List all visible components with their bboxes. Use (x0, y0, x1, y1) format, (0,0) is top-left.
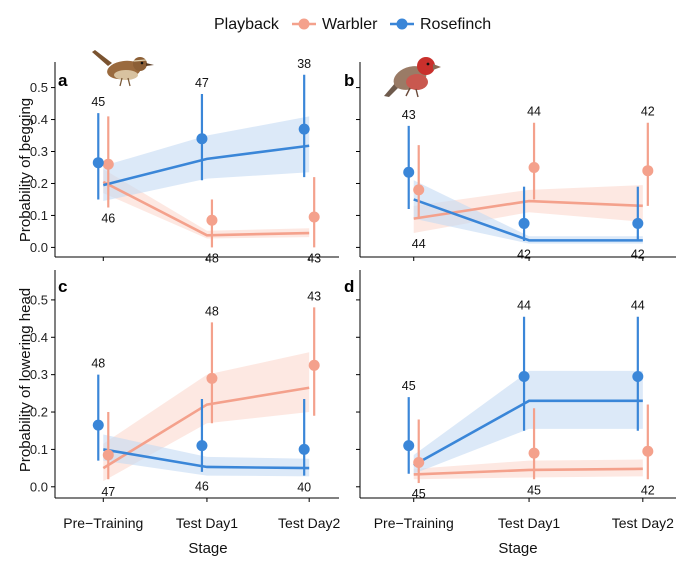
data-point-warbler (102, 449, 114, 461)
x-tick-label: Test Day1 (176, 515, 238, 531)
sample-size-label-warbler: 46 (101, 211, 115, 225)
x-tick-label: Pre−Training (63, 515, 143, 531)
confidence-band-rosefinch (413, 370, 643, 474)
data-point-warbler (642, 445, 654, 457)
x-tick-label: Test Day1 (498, 515, 560, 531)
y-axis-title-top: Probability of begging (17, 98, 34, 242)
panel-label-a: a (58, 71, 68, 90)
sample-size-label-warbler: 45 (412, 487, 426, 501)
sample-size-label-rosefinch: 45 (402, 379, 416, 393)
panel-label-b: b (344, 71, 354, 90)
data-point-rosefinch (403, 440, 415, 452)
sample-size-label-warbler: 44 (527, 105, 541, 119)
y-tick-label: 0.0 (30, 479, 48, 494)
legend-rosefinch-label: Rosefinch (420, 16, 491, 33)
panel-b: b 44 44 42 43 42 42 (344, 62, 676, 262)
warbler-illustration (92, 50, 154, 87)
y-tick-label: 0.5 (30, 292, 48, 307)
legend-title: Playback (214, 16, 280, 33)
y-tick-label: 0.0 (30, 240, 48, 255)
sample-size-label-rosefinch: 44 (517, 299, 531, 313)
sample-size-label-rosefinch: 42 (517, 248, 531, 262)
data-point-rosefinch (92, 157, 104, 169)
confidence-band-rosefinch (413, 180, 643, 244)
rosefinch-illustration (384, 57, 441, 98)
data-point-warbler (413, 456, 425, 468)
data-point-rosefinch (196, 440, 208, 452)
data-point-warbler (102, 158, 114, 170)
sample-size-label-rosefinch: 40 (297, 480, 311, 494)
sample-size-label-warbler: 45 (527, 483, 541, 497)
sample-size-label-rosefinch: 47 (195, 76, 209, 90)
y-tick-label: 0.4 (30, 112, 48, 127)
data-point-warbler (642, 165, 654, 177)
sample-size-label-warbler: 43 (307, 289, 321, 303)
x-tick-label: Test Day2 (278, 515, 340, 531)
confidence-band-rosefinch (103, 434, 310, 477)
y-tick-label: 0.2 (30, 176, 48, 191)
panel-label-d: d (344, 277, 354, 296)
data-point-rosefinch (92, 419, 104, 431)
data-point-warbler (308, 359, 320, 371)
x-axis-title-right: Stage (498, 540, 537, 557)
sample-size-label-warbler: 48 (205, 251, 219, 265)
legend-warbler-marker (298, 18, 310, 30)
fit-line-rosefinch (103, 448, 310, 470)
data-point-rosefinch (196, 133, 208, 145)
data-point-warbler (413, 184, 425, 196)
data-point-rosefinch (298, 443, 310, 455)
fit-line-warbler (102, 180, 310, 237)
y-axis-title-bottom: Probability of lowering head (17, 288, 34, 472)
data-point-rosefinch (632, 217, 644, 229)
data-point-rosefinch (298, 123, 310, 135)
data-point-warbler (528, 447, 540, 459)
data-point-warbler (528, 161, 540, 173)
data-point-warbler (206, 214, 218, 226)
data-point-rosefinch (518, 217, 530, 229)
data-point-rosefinch (518, 371, 530, 383)
sample-size-label-rosefinch: 43 (402, 108, 416, 122)
y-tick-label: 0.4 (30, 330, 48, 345)
panel-d: d Pre−Training Test Day1 Test Day2 45 45 42 45 4… (344, 270, 676, 531)
panel-label-c: c (58, 277, 67, 296)
data-point-rosefinch (632, 371, 644, 383)
sample-size-label-warbler: 48 (205, 304, 219, 318)
legend-warbler-label: Warbler (322, 16, 378, 33)
panel-c: c 0.0 0.1 0.2 0.3 0.4 0.5 Pre−Training Test Day1… (30, 270, 341, 531)
data-point-warbler (206, 372, 218, 384)
y-tick-label: 0.3 (30, 144, 48, 159)
sample-size-label-warbler: 47 (101, 485, 115, 499)
sample-size-label-warbler: 44 (412, 237, 426, 251)
sample-size-label-warbler: 43 (307, 251, 321, 265)
sample-size-label-rosefinch: 42 (631, 248, 645, 262)
y-tick-label: 0.1 (30, 208, 48, 223)
sample-size-label-rosefinch: 48 (91, 357, 105, 371)
x-tick-label: Test Day2 (612, 515, 674, 531)
y-tick-label: 0.3 (30, 367, 48, 382)
sample-size-label-warbler: 42 (641, 105, 655, 119)
sample-size-label-rosefinch: 44 (631, 299, 645, 313)
y-tick-label: 0.1 (30, 442, 48, 457)
y-tick-label: 0.5 (30, 80, 48, 95)
x-tick-label: Pre−Training (374, 515, 454, 531)
data-point-rosefinch (403, 166, 415, 178)
panel-a: a 0.0 0.1 0.2 0.3 0.4 0.5 46 48 43 45 47 38 (30, 57, 339, 265)
fit-line-rosefinch (413, 399, 643, 467)
data-point-warbler (308, 211, 320, 223)
sample-size-label-rosefinch: 46 (195, 480, 209, 494)
fit-line-warbler (413, 467, 643, 476)
fit-line-rosefinch (102, 144, 310, 187)
sample-size-label-rosefinch: 38 (297, 57, 311, 71)
fit-line-rosefinch (413, 198, 643, 242)
legend: Playback Warbler Rosefinch (214, 16, 491, 33)
y-tick-label: 0.2 (30, 405, 48, 420)
sample-size-label-warbler: 42 (641, 483, 655, 497)
legend-rosefinch-marker (396, 18, 408, 30)
sample-size-label-rosefinch: 45 (91, 95, 105, 109)
fit-line-warbler (102, 386, 310, 470)
x-axis-title-left: Stage (188, 540, 227, 557)
